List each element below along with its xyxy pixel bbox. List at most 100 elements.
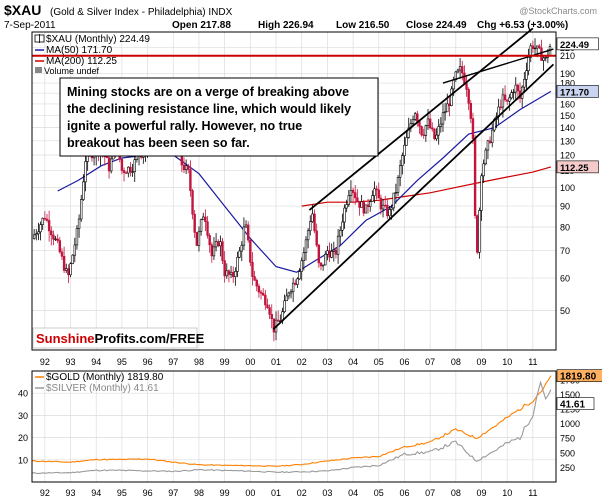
candle — [369, 198, 372, 212]
candle — [403, 136, 406, 164]
candle-body — [124, 172, 128, 174]
candle-body — [465, 83, 468, 90]
candle — [52, 230, 55, 246]
candle-body — [480, 175, 483, 211]
candle — [486, 139, 490, 160]
candle — [219, 235, 222, 257]
candle — [315, 223, 318, 248]
candle — [538, 44, 541, 50]
candle-body — [206, 221, 209, 236]
candle — [232, 266, 235, 283]
candle-body — [120, 159, 124, 171]
candle — [189, 160, 192, 197]
candle — [202, 212, 205, 221]
candle-body — [433, 128, 436, 140]
candle-body — [60, 251, 64, 257]
lower-x-tick-98: 98 — [194, 488, 204, 498]
candle-body — [315, 230, 318, 246]
candle-body — [461, 66, 464, 74]
xau-price-panel: 5060708090100110120130140150160170180190… — [31, 27, 599, 351]
silver-axis-tick-30: 30 — [18, 411, 28, 421]
candle-body — [300, 260, 303, 272]
main-x-tick-01: 01 — [271, 357, 281, 367]
branding-label: SunshineProfits.com/FREE — [32, 327, 205, 349]
candle — [396, 175, 400, 197]
candle-body — [450, 88, 453, 106]
silver-axis-tick-40: 40 — [18, 389, 28, 399]
candle-body — [62, 255, 66, 271]
candle — [73, 237, 77, 263]
candle-body — [347, 195, 350, 205]
candle-body — [294, 282, 297, 285]
candle-body — [443, 111, 447, 114]
candle — [356, 189, 359, 203]
candle-body — [394, 192, 398, 194]
candle — [217, 239, 220, 248]
candle-body — [223, 260, 226, 277]
main-x-axis: 92 93 94 95 96 97 98 99 00 01 02 03 04 05 06 07 08 09 10 11 — [40, 357, 538, 367]
candle-body — [388, 209, 391, 217]
lower-x-tick-11: 11 — [528, 488, 537, 498]
main-value-badges: 224.49 171.70 112.25 — [556, 37, 599, 174]
main-x-tick-09: 09 — [477, 357, 487, 367]
candle — [480, 173, 483, 221]
candle — [435, 128, 438, 141]
lower-x-tick-97: 97 — [168, 488, 178, 498]
quote-low: Low 216.50 — [336, 20, 390, 31]
candle-body — [351, 189, 355, 193]
candle-body — [187, 165, 190, 170]
candle-body — [56, 238, 59, 241]
candle — [334, 246, 338, 259]
candle-body — [35, 233, 38, 236]
candle-body — [202, 216, 205, 221]
gold-axis-tick-250: 250 — [560, 463, 575, 473]
candle — [208, 233, 211, 253]
chart-symbol: $XAU — [4, 2, 41, 18]
candle — [433, 128, 436, 141]
branding-part2: Profits.com/FREE — [95, 331, 205, 346]
badge-close: 224.49 — [560, 40, 589, 51]
badge-gold: 1819.80 — [560, 372, 597, 383]
candle-body — [285, 295, 288, 302]
candle-body — [50, 230, 53, 236]
candle-body — [437, 126, 440, 136]
main-y-tick-130: 130 — [560, 136, 575, 146]
candle-body — [390, 207, 393, 210]
candle-body — [276, 319, 280, 322]
candle-body — [523, 79, 526, 88]
main-x-tick-03: 03 — [322, 357, 332, 367]
candle-body — [371, 195, 374, 202]
candle — [529, 43, 532, 63]
candle-body — [289, 291, 293, 294]
candle — [259, 289, 263, 300]
silver-line — [31, 380, 552, 474]
candle — [60, 248, 64, 261]
candle-body — [422, 134, 425, 136]
candle-body — [270, 313, 273, 320]
candle — [458, 58, 462, 79]
candle-body — [306, 230, 310, 241]
candle-body — [448, 103, 451, 106]
candle-body — [435, 134, 438, 140]
candle — [182, 157, 186, 174]
lower-x-tick-94: 94 — [91, 488, 101, 498]
candle — [251, 252, 254, 286]
candle-body — [501, 94, 505, 108]
candle — [133, 156, 136, 182]
candle-body — [184, 165, 188, 171]
candle — [394, 183, 398, 204]
chart-description: (Gold & Silver Index - Philadelphia) IND… — [50, 7, 233, 18]
candle-body — [548, 46, 552, 56]
candle-body — [236, 256, 239, 272]
chart-date: 7-Sep-2011 — [4, 20, 56, 31]
candle-body — [478, 210, 481, 253]
main-x-tick-05: 05 — [374, 357, 384, 367]
candle — [405, 131, 408, 146]
candle-body — [65, 268, 68, 271]
candle — [236, 251, 239, 278]
candle — [471, 112, 475, 145]
candle — [229, 265, 233, 279]
candle-body — [291, 282, 295, 292]
candle — [360, 194, 363, 208]
